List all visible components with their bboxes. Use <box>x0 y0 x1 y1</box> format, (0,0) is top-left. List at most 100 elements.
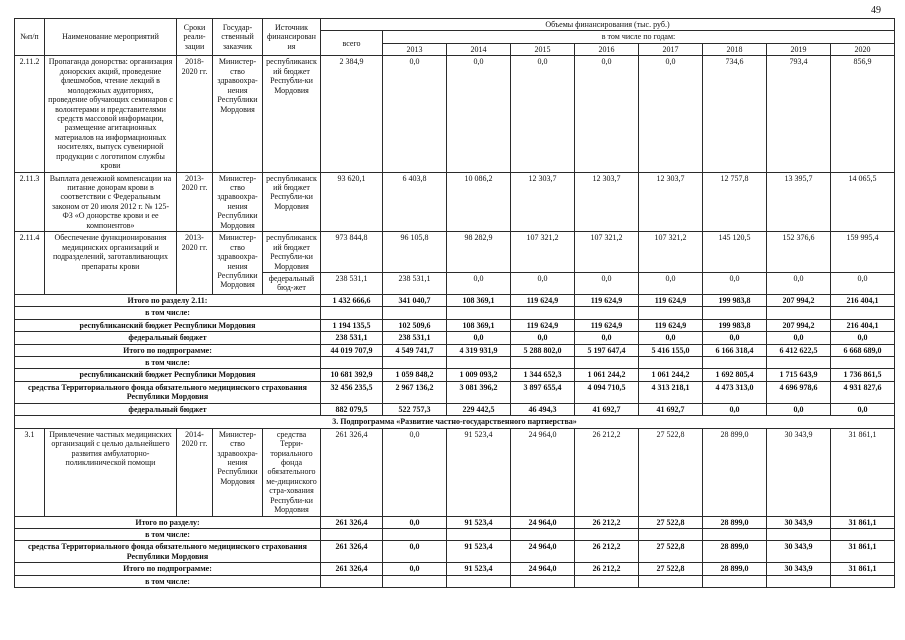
table-cell <box>510 306 575 320</box>
table-cell: средства Территориального фонда обязател… <box>14 540 321 564</box>
table-cell: 12 303,7 <box>574 171 639 233</box>
table-cell: 32 456 235,5 <box>320 380 383 404</box>
table-cell: 91 523,4 <box>446 427 511 517</box>
table-cell: 12 303,7 <box>638 171 703 233</box>
table-cell: Итого по подпрограмме: <box>14 343 321 358</box>
table-cell: 24 964,0 <box>510 562 575 576</box>
table-cell: 119 624,9 <box>638 318 703 333</box>
table-cell: 1 061 244,2 <box>574 368 639 382</box>
table-cell <box>766 527 831 542</box>
table-cell: 27 522,8 <box>638 427 703 517</box>
table-cell: 261 326,4 <box>320 540 383 564</box>
table-cell: 30 343,9 <box>766 515 831 530</box>
table-cell: 1 692 805,4 <box>702 368 767 382</box>
table-cell: 0,0 <box>382 427 447 517</box>
row-tfoms-section-3: средства Территориального фонда обязател… <box>14 540 896 564</box>
table-cell: 238 531,1 <box>320 331 383 345</box>
table-cell: Обеспечение функционирования медицинских… <box>44 231 177 295</box>
table-cell <box>446 306 511 320</box>
table-cell: 238 531,1 <box>382 271 447 295</box>
header-year-2014: 2014 <box>446 42 511 57</box>
header-year-2013: 2013 <box>382 42 447 57</box>
table-cell <box>320 574 383 589</box>
table-cell: 0,0 <box>510 271 575 295</box>
table-cell: 41 692,7 <box>574 402 639 417</box>
table-cell: 26 212,2 <box>574 540 639 564</box>
table-cell: 31 861,1 <box>829 427 896 517</box>
row-including: в том числе: <box>14 574 896 589</box>
table-cell: 1 736 861,5 <box>829 368 896 382</box>
table-cell: 4 473 313,0 <box>702 380 767 404</box>
header-col-by-years: в том числе по годам: <box>381 30 896 44</box>
table-cell: 0,0 <box>574 55 639 173</box>
table-cell: 31 861,1 <box>829 515 896 530</box>
table-cell <box>638 527 703 542</box>
header-col-num: №п/п <box>14 17 45 57</box>
table-cell: 6 403,8 <box>382 171 447 233</box>
table-cell: 119 624,9 <box>510 318 575 333</box>
table-cell: 3.1 <box>14 427 45 517</box>
table-cell: 0,0 <box>766 402 831 417</box>
table-cell: 46 494,3 <box>510 402 575 417</box>
table-cell: 98 282,9 <box>446 231 511 273</box>
table-cell <box>510 355 575 370</box>
table-cell: 0,0 <box>766 331 831 345</box>
total-label: Итого по разделу 2.11: <box>14 293 321 308</box>
table-cell <box>382 306 447 320</box>
table-cell: 0,0 <box>382 562 447 576</box>
table-cell: 1 194 135,5 <box>320 318 383 333</box>
table-cell: 0,0 <box>382 515 447 530</box>
table-header: №п/п Наименование мероприятий Сроки реал… <box>14 17 896 57</box>
table-cell: 12 303,7 <box>510 171 575 233</box>
table-cell: 10 086,2 <box>446 171 511 233</box>
table-cell: 30 343,9 <box>766 540 831 564</box>
table-cell: 1 432 666,6 <box>320 293 383 308</box>
table-cell: Итого по разделу: <box>14 515 321 530</box>
table-cell: 26 212,2 <box>574 427 639 517</box>
table-cell: республиканский бюджет Республи-ки Мордо… <box>262 171 321 233</box>
table-cell: 0,0 <box>574 271 639 295</box>
table-cell: 0,0 <box>382 55 447 173</box>
table-cell <box>510 527 575 542</box>
table-cell <box>510 574 575 589</box>
table-cell: в том числе: <box>14 574 321 589</box>
header-year-2019: 2019 <box>766 42 831 57</box>
funding-table: №п/п Наименование мероприятий Сроки реал… <box>13 17 896 589</box>
table-cell: 238 531,1 <box>320 271 383 295</box>
row-including: в том числе: <box>14 527 896 542</box>
table-cell: 5 288 802,0 <box>510 343 575 358</box>
header-row-1: №п/п Наименование мероприятий Сроки реал… <box>14 17 896 57</box>
table-cell: 107 321,2 <box>574 231 639 273</box>
table-cell <box>320 306 383 320</box>
row-3-1: 3.1 Привлечение частных медицинских орган… <box>14 427 896 517</box>
table-cell: 3 081 396,2 <box>446 380 511 404</box>
row-rep-budget-subprogram-2: республиканский бюджет Республики Мордов… <box>14 368 896 382</box>
table-cell: Привлечение частных медицинских организа… <box>44 427 177 517</box>
table-cell <box>382 355 447 370</box>
table-cell: 1 061 244,2 <box>638 368 703 382</box>
row-total-section-3: Итого по разделу: 261 326,4 0,0 91 523,4 24 … <box>14 515 896 530</box>
table-cell <box>766 306 831 320</box>
table-cell: 44 019 707,9 <box>320 343 383 358</box>
table-cell <box>638 355 703 370</box>
table-cell: республиканский бюджет Республи-ки Мордо… <box>262 231 321 273</box>
table-cell: 26 212,2 <box>574 515 639 530</box>
header-row-2: всего в том числе по годам: <box>15 30 896 57</box>
row-section-3-header: 3. Подпрограмма «Развитие частно-государ… <box>13 415 896 429</box>
row-2-11-4-a: 2.11.4 Обеспечение функционирования медиц… <box>14 231 896 295</box>
table-cell: 4 094 710,5 <box>574 380 639 404</box>
table-cell: 4 931 827,6 <box>829 380 896 404</box>
table-cell: 31 861,1 <box>829 540 896 564</box>
table-cell: 2018-2020 гг. <box>176 55 213 173</box>
table-cell: Пропаганда донорства: организация донорс… <box>44 55 177 173</box>
table-cell: 41 692,7 <box>638 402 703 417</box>
table-cell: в том числе: <box>14 527 321 542</box>
table-cell: 108 369,1 <box>446 293 511 308</box>
table-cell: средства Территориального фонда обязател… <box>14 380 321 404</box>
table-cell: федеральный бюджет <box>14 331 321 345</box>
table-cell: 119 624,9 <box>638 293 703 308</box>
table-cell: 2.11.2 <box>14 55 45 173</box>
table-cell: 1 009 093,2 <box>446 368 511 382</box>
table-cell: Министер-ство здравоохра-нения Республик… <box>212 171 263 233</box>
table-cell: 28 899,0 <box>702 427 767 517</box>
